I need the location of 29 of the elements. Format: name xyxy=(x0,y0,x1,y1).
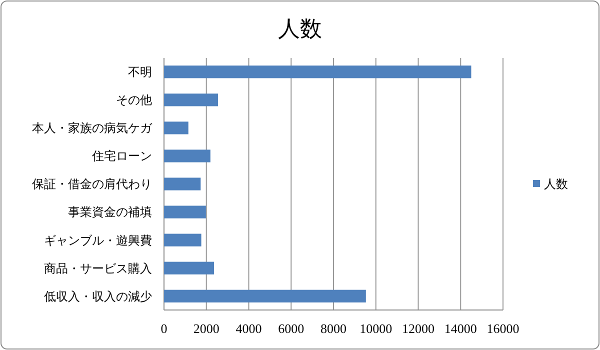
x-tick-label: 10000 xyxy=(360,321,392,336)
x-tick-label: 8000 xyxy=(320,321,346,336)
bar xyxy=(164,206,206,218)
bar xyxy=(164,178,201,190)
y-tick-label: その他 xyxy=(116,93,152,108)
y-tick-label: 保証・借金の肩代わり xyxy=(32,177,152,192)
x-tick-label: 2000 xyxy=(193,321,220,336)
y-tick-label: ギャンブル・遊興費 xyxy=(44,233,152,248)
x-tick-label: 6000 xyxy=(278,321,304,336)
y-tick-label: 商品・サービス購入 xyxy=(44,261,152,276)
x-tick-label: 14000 xyxy=(444,321,477,336)
legend-label: 人数 xyxy=(544,177,568,192)
y-tick-label: 住宅ローン xyxy=(91,149,152,164)
x-tick-label: 12000 xyxy=(402,321,434,336)
x-tick-label: 4000 xyxy=(236,321,262,336)
y-tick-label: 本人・家族の病気ケガ xyxy=(32,121,153,136)
y-tick-label: 低収入・収入の減少 xyxy=(44,289,152,304)
bar xyxy=(164,66,472,78)
bar xyxy=(164,290,366,302)
x-tick-label: 16000 xyxy=(486,321,520,336)
y-tick-label: 事業資金の補填 xyxy=(68,205,152,220)
chart-title: 人数 xyxy=(278,16,322,41)
x-tick-label: 0 xyxy=(160,321,168,336)
bar xyxy=(164,150,210,162)
bar xyxy=(164,262,214,274)
bar xyxy=(164,234,202,246)
y-tick-label: 不明 xyxy=(128,65,152,80)
bar xyxy=(164,122,188,134)
bar xyxy=(164,94,218,106)
